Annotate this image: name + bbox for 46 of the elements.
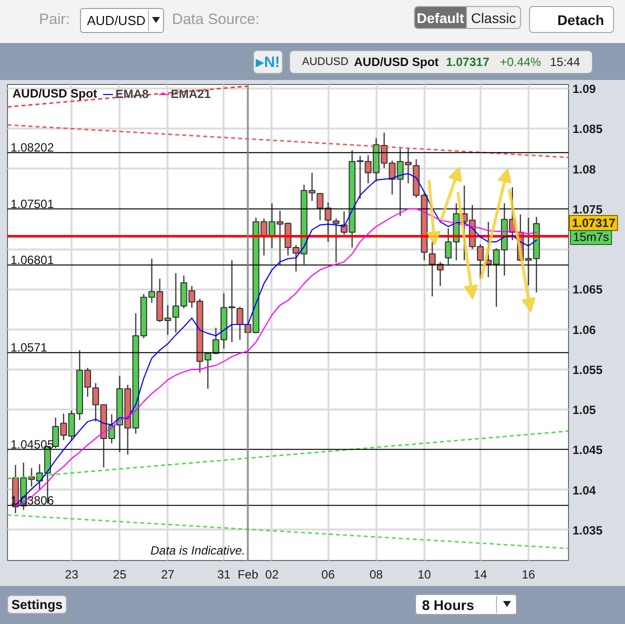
text: AUDUSD — [302, 56, 348, 68]
x-tick-label: 31 — [217, 568, 231, 582]
text: 1.07317 — [569, 215, 618, 232]
legend-label: EMA8 — [115, 87, 149, 101]
text: 15m7s — [570, 230, 612, 246]
y-tick-label: 1.085 — [572, 122, 603, 136]
y-tick-label: 1.055 — [572, 362, 603, 377]
x-tick-label: 10 — [418, 568, 432, 582]
y-tick-label: 1.065 — [572, 282, 603, 297]
text: AUD/USD — [80, 8, 164, 33]
x-tick-label: 16 — [522, 568, 536, 582]
text: Detach — [529, 6, 614, 33]
legend-title: AUD/USD Spot — [12, 86, 98, 100]
y-tick-label: 1.06 — [572, 322, 596, 337]
text: Pair: — [39, 11, 70, 28]
series-label: 1.0571 — [10, 340, 48, 355]
y-tick-label: 1.035 — [572, 523, 603, 538]
text: 1.07317 — [446, 55, 490, 69]
text: 8 Hours — [415, 594, 517, 615]
legend-label: EMA21 — [170, 87, 211, 101]
x-tick-label: 27 — [161, 568, 175, 582]
y-tick-label: 1.05 — [572, 403, 596, 418]
x-tick-label: 02 — [265, 568, 279, 582]
text: Default — [414, 6, 467, 29]
y-tick-label: 1.08 — [572, 162, 596, 176]
annotation: Data is Indicative. — [150, 544, 246, 558]
series-label: 1.06801 — [10, 253, 54, 268]
text: +0.44% — [500, 55, 542, 69]
y-tick-label: 1.04 — [572, 483, 596, 498]
text: 15:44 — [550, 55, 580, 69]
series-label: 1.08202 — [10, 140, 54, 155]
y-tick-label: 1.045 — [572, 443, 603, 458]
text: Settings — [7, 595, 67, 614]
x-tick-label: 06 — [321, 568, 336, 582]
x-tick-label: Feb — [238, 568, 259, 582]
x-tick-label: 23 — [64, 568, 79, 582]
x-tick-label: 08 — [369, 568, 384, 582]
y-tick-label: 1.075 — [572, 202, 603, 216]
text: ▸N! — [253, 50, 283, 74]
x-tick-label: 25 — [113, 568, 127, 582]
text: AUD/USD Spot — [354, 55, 439, 69]
y-tick-label: 1.09 — [572, 82, 596, 96]
text: Classic — [466, 6, 521, 29]
x-tick-label: 14 — [474, 568, 488, 582]
series-label: 1.07501 — [10, 196, 54, 211]
source-note: Data Source: — [172, 11, 260, 28]
